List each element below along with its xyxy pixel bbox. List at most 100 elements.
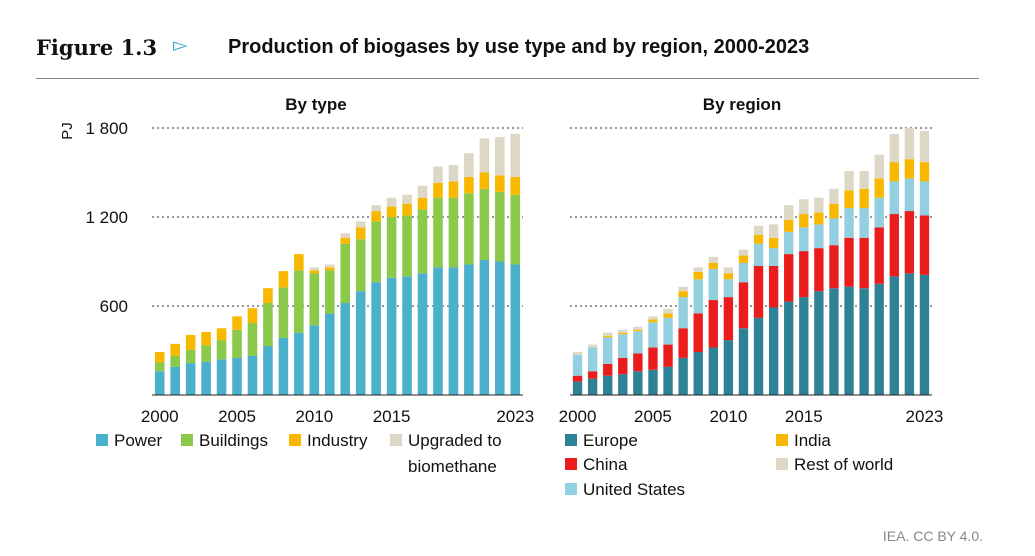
bar-region-2010-rest-of-world [723,267,734,274]
bar-region-2013-united-states [768,248,779,266]
bar-type-2012-buildings [340,243,351,304]
bar-region-2017-united-states [829,218,839,246]
legend-swatch-type [96,434,108,446]
bar-region-2004-united-states [633,331,643,354]
bar-region-2009-europe [708,347,718,395]
y-tick-label: 1 800 [85,119,128,138]
bar-region-2006-china [663,344,673,367]
bar-region-2003-rest-of-world [618,329,628,333]
bar-region-2013-china [768,265,779,308]
bar-region-2014-europe [784,301,794,395]
bar-region-2023-united-states [919,181,930,216]
bar-type-2019-upgraded-to-biomethane [448,165,459,182]
bar-region-2012-india [753,234,764,244]
bar-type-2023-power [510,264,521,395]
bar-region-2002-china [603,363,613,376]
legend-label-region: Rest of world [794,455,893,474]
bar-type-2003-power [201,361,211,395]
bar-region-2016-india [814,212,824,225]
bar-type-2016-power [402,276,412,395]
bar-region-2013-rest-of-world [768,224,779,238]
x-tick-label-type: 2015 [373,407,411,426]
bar-type-2008-power [278,337,289,395]
legend-label-type-wrap: biomethane [408,457,497,476]
bar-type-2002-power [185,363,196,395]
bar-region-2000-china [572,375,583,382]
bar-type-2010-power [309,325,320,395]
bar-type-2011-upgraded-to-biomethane [324,264,335,268]
bar-region-2020-europe [874,283,884,395]
legend-label-region: Europe [583,431,638,450]
bar-region-2004-europe [633,371,643,395]
bar-type-2006-buildings [247,323,258,356]
bar-region-2006-rest-of-world [663,308,673,314]
bar-region-2012-china [753,265,764,318]
bar-type-2019-power [448,267,459,395]
bar-region-2022-rest-of-world [904,128,915,160]
bar-type-2020-buildings [464,193,474,265]
bar-type-2023-upgraded-to-biomethane [510,133,521,177]
bar-type-2012-power [340,303,351,395]
bar-region-2006-india [663,313,673,318]
bar-region-2022-china [904,211,915,274]
bar-region-2016-china [814,248,824,292]
legend-label-region: China [583,455,628,474]
title-divider [36,78,979,79]
bar-type-2017-buildings [417,209,428,274]
bar-type-2022-power [495,261,505,395]
bar-region-2005-europe [648,369,658,395]
bar-type-2004-industry [216,328,227,341]
bar-type-2002-industry [185,334,196,350]
bar-region-2010-china [723,297,734,341]
y-tick-label: 1 200 [85,208,128,227]
bar-region-2015-rest-of-world [799,199,809,215]
bar-region-2005-united-states [648,322,658,348]
bar-region-2001-europe [587,378,598,395]
legend-label-region: United States [583,480,685,499]
x-tick-label-region: 2005 [634,407,672,426]
bar-region-2019-china [859,237,869,289]
bar-type-2016-industry [402,203,412,216]
bar-region-2015-europe [799,297,809,395]
bar-type-2018-buildings [433,197,443,268]
bar-type-2005-buildings [232,329,242,358]
bar-region-2016-rest-of-world [814,197,824,213]
bar-type-2021-industry [479,172,490,189]
bar-type-2021-buildings [479,188,490,261]
bar-region-2008-europe [693,351,703,395]
bar-type-2009-industry [294,254,304,271]
bar-type-2014-upgraded-to-biomethane [371,205,381,212]
bar-type-2015-industry [386,206,397,217]
bar-region-2021-rest-of-world [889,133,899,163]
bar-region-2010-united-states [723,279,734,298]
bar-type-2021-power [479,260,490,395]
bar-region-2011-china [738,282,749,329]
bar-region-2000-europe [572,381,583,395]
bar-region-2011-europe [738,328,749,395]
legend-swatch-type [390,434,402,446]
bar-region-2001-china [587,371,598,379]
bar-region-2022-europe [904,273,915,395]
bar-type-2001-power [170,366,180,395]
bar-region-2020-india [874,178,884,198]
bar-type-2003-buildings [201,345,211,362]
panel-title-region: By region [703,95,781,114]
legend-swatch-region [776,458,788,470]
bar-type-2022-buildings [495,191,505,262]
bar-region-2019-united-states [859,208,869,238]
bar-type-2005-power [232,357,242,395]
bar-type-2003-industry [201,331,211,346]
bar-type-2004-power [216,359,227,395]
bar-type-2010-buildings [309,273,320,326]
bar-region-2009-rest-of-world [708,257,718,263]
bar-type-2001-industry [170,343,180,356]
bar-region-2014-india [784,219,794,232]
bar-region-2002-europe [603,375,613,395]
bar-region-2008-china [693,313,703,352]
bar-region-2010-europe [723,340,734,395]
bar-type-2011-power [324,313,335,395]
bar-region-2008-united-states [693,279,703,314]
bar-region-2017-rest-of-world [829,188,839,204]
bar-type-2007-power [263,346,273,395]
bar-region-2001-united-states [587,347,598,372]
